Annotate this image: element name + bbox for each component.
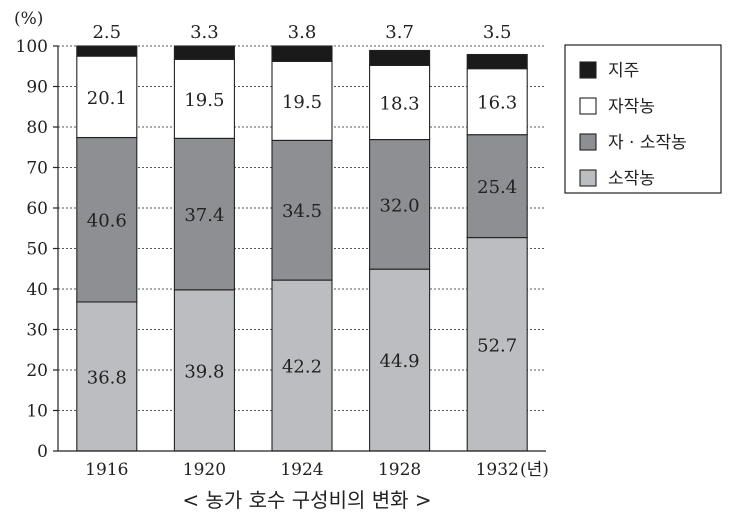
y-tick-label: 10 — [26, 402, 48, 422]
y-tick-label: 20 — [26, 361, 48, 381]
y-tick-labels: 0 10 20 30 40 50 60 70 80 90 100 — [16, 37, 48, 462]
y-tick-label: 100 — [16, 37, 48, 57]
y-tick-label: 60 — [26, 199, 48, 219]
data-label: 2.5 — [92, 22, 121, 43]
legend-label: 자작농 — [608, 97, 655, 117]
bar-segment — [76, 55, 138, 139]
x-tick-label: 1924 — [280, 460, 323, 480]
bar-segment — [466, 237, 528, 452]
y-tick-label: 50 — [26, 240, 48, 260]
x-tick-label: 1932 — [476, 460, 519, 480]
data-label: 3.7 — [385, 22, 414, 43]
bar-segment — [466, 134, 528, 239]
data-label: 19.5 — [282, 92, 322, 113]
data-label: 16.3 — [477, 93, 517, 114]
data-label: 3.5 — [483, 22, 512, 43]
y-tick-label: 40 — [26, 280, 48, 300]
bar-segment — [173, 137, 235, 291]
data-label: 52.7 — [477, 335, 517, 356]
bars — [76, 45, 528, 452]
x-tick-label: 1916 — [85, 460, 128, 480]
y-tick-label: 30 — [26, 321, 48, 341]
data-label: 39.8 — [184, 361, 224, 382]
bar-segment — [369, 49, 431, 66]
data-label: 18.3 — [380, 93, 420, 114]
data-label: 36.8 — [87, 367, 127, 388]
data-label: 20.1 — [87, 88, 127, 109]
data-label: 34.5 — [282, 201, 322, 222]
x-tick-labels: 1916 1920 1924 1928 1932 — [85, 460, 519, 480]
y-unit-label: (%) — [14, 9, 43, 29]
bar-segment — [173, 45, 235, 60]
data-label: 40.6 — [87, 211, 127, 232]
data-label: 25.4 — [477, 177, 517, 198]
data-label: 32.0 — [380, 195, 420, 216]
data-label: 3.8 — [288, 22, 317, 43]
chart-title: < 농가 호수 구성비의 변화 > — [182, 488, 431, 512]
data-label: 44.9 — [380, 351, 420, 372]
x-tick-label: 1920 — [183, 460, 226, 480]
bar-segment — [76, 45, 138, 57]
axes — [57, 46, 546, 452]
x-unit-label: (년) — [520, 460, 549, 480]
data-label: 19.5 — [184, 90, 224, 111]
x-tick-label: 1928 — [378, 460, 421, 480]
bar-segment — [76, 136, 138, 303]
value-labels: 36.8 40.6 20.1 2.5 39.8 37.4 19.5 3.3 42.2 34.5 19… — [87, 22, 517, 388]
legend-swatch — [579, 169, 597, 187]
y-tick-label: 90 — [26, 78, 48, 98]
legend-label: 자 · 소작농 — [608, 133, 687, 153]
data-label: 42.2 — [282, 357, 322, 378]
legend-swatch — [579, 97, 597, 115]
bar-segment — [271, 139, 333, 281]
data-label: 3.3 — [190, 22, 219, 43]
legend-label: 지주 — [608, 61, 639, 81]
bar-segment — [271, 279, 333, 452]
bar-segment — [271, 45, 333, 62]
y-tick-label: 0 — [37, 442, 48, 462]
legend-swatch — [579, 61, 597, 79]
bar-segment — [466, 68, 528, 136]
bar-segment — [271, 60, 333, 141]
y-tick-label: 80 — [26, 118, 48, 138]
legend-label: 소작농 — [608, 169, 655, 189]
bar-segment — [466, 53, 528, 70]
legend-swatch — [579, 133, 597, 151]
data-label: 37.4 — [184, 205, 224, 226]
y-tick-label: 70 — [26, 159, 48, 179]
